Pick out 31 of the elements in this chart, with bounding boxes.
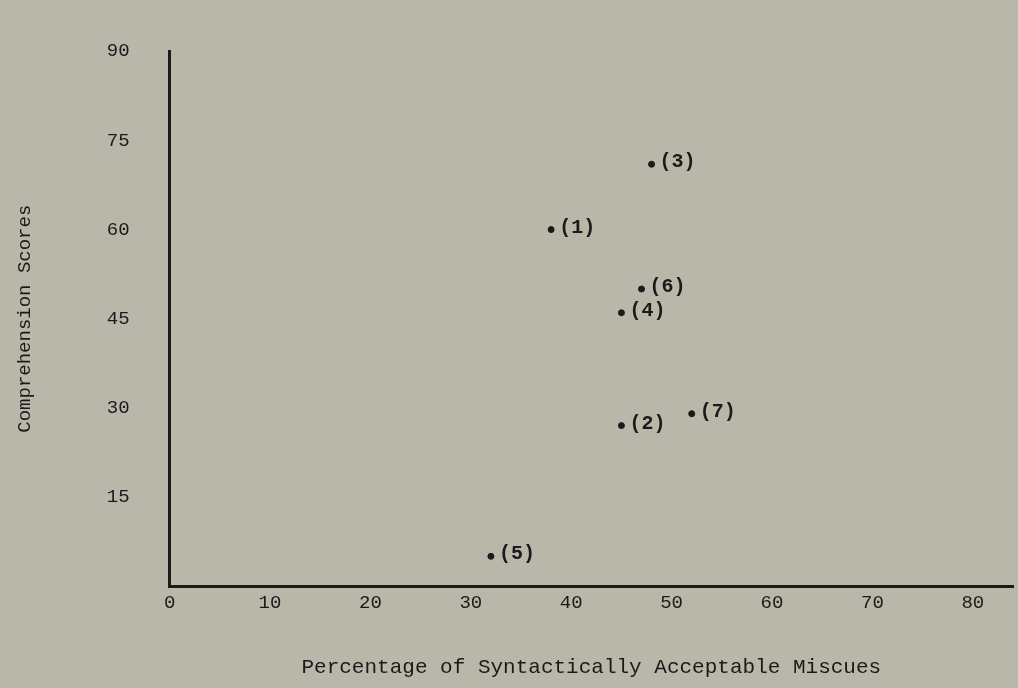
x-tick-label: 50 xyxy=(660,592,684,615)
x-tick-label: 70 xyxy=(861,592,884,615)
annotation: (4) xyxy=(629,298,666,322)
annotation: (6) xyxy=(649,275,686,299)
x-tick-label: 0 xyxy=(163,592,176,615)
x-axis-title: Percentage of Syntactically Acceptable Miscues xyxy=(301,655,882,679)
point xyxy=(617,422,625,430)
x-tick-label: 30 xyxy=(459,592,483,615)
y-tick-label: 75 xyxy=(106,129,130,152)
annotation: (2) xyxy=(629,411,666,435)
y-tick-label: 15 xyxy=(106,485,130,508)
x-tick-label: 80 xyxy=(961,592,985,615)
y-tick-label: 30 xyxy=(106,396,130,419)
y-tick-label: 45 xyxy=(106,307,130,330)
annotation: (7) xyxy=(699,399,736,423)
x-tick-label: 10 xyxy=(258,592,282,615)
x-tick-label: 40 xyxy=(559,592,583,615)
y-axis-title: Comprehension Scores xyxy=(14,204,37,433)
point xyxy=(648,160,656,168)
point xyxy=(487,552,495,560)
x-tick-label: 60 xyxy=(760,592,784,615)
y-tick-label: 60 xyxy=(106,218,130,241)
annotation: (5) xyxy=(498,542,535,566)
point xyxy=(617,309,625,317)
x-tick-label: 20 xyxy=(359,592,382,615)
point xyxy=(688,410,696,418)
y-tick-label: 90 xyxy=(106,40,130,63)
point xyxy=(638,285,645,293)
annotation: (1) xyxy=(559,215,596,239)
point xyxy=(547,226,555,234)
annotation: (3) xyxy=(659,150,696,174)
